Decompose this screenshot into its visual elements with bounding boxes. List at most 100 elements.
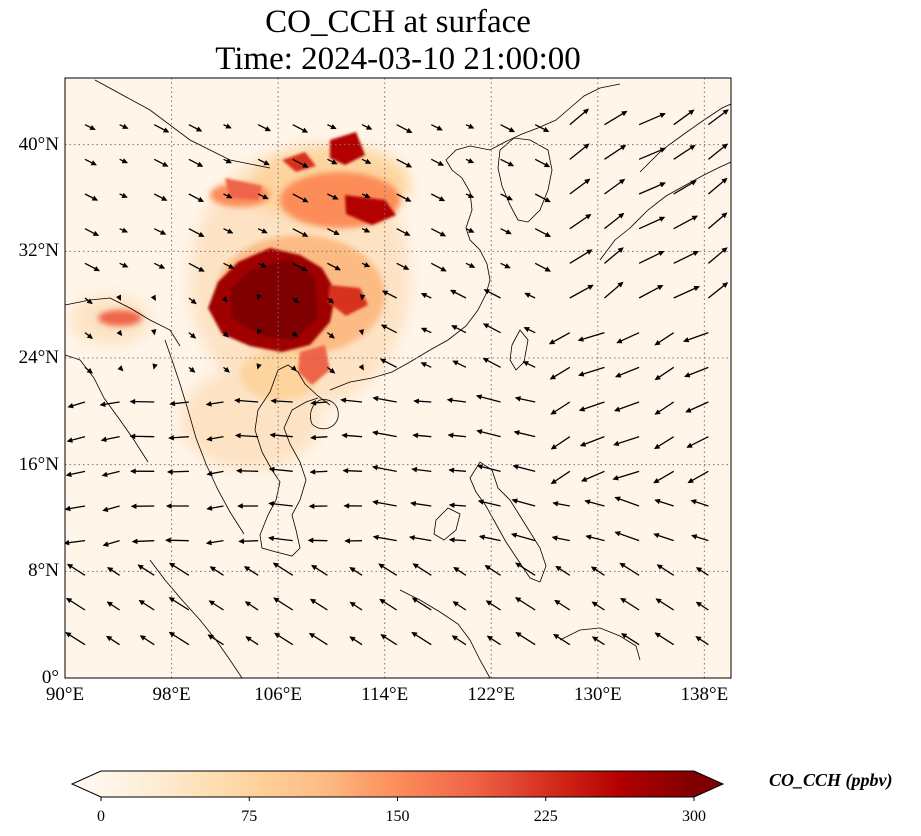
wind-vector-arrow bbox=[150, 294, 156, 301]
wind-vector-arrow bbox=[513, 430, 536, 438]
wind-vector-arrow bbox=[327, 366, 336, 374]
wind-vector-arrow bbox=[654, 401, 675, 415]
wind-vector-arrow bbox=[673, 144, 696, 160]
wind-vector-arrow bbox=[371, 430, 397, 438]
wind-vector-arrow bbox=[452, 601, 467, 611]
wind-vector-arrow bbox=[209, 566, 224, 576]
wind-vector-arrow bbox=[580, 470, 605, 482]
wind-vector-arrow bbox=[552, 501, 570, 507]
lat-tick-label: 32°N bbox=[18, 240, 59, 262]
wind-vector-arrow bbox=[206, 505, 224, 511]
wind-vector-arrow bbox=[188, 124, 203, 132]
lat-tick-label: 24°N bbox=[18, 347, 59, 368]
wind-vector-arrow bbox=[270, 398, 293, 404]
wind-vector-arrow bbox=[619, 562, 640, 576]
wind-vector-arrow bbox=[654, 332, 675, 346]
wind-vector-arrow bbox=[653, 470, 675, 484]
wind-vector-arrow bbox=[256, 293, 262, 301]
wind-vector-arrow bbox=[534, 158, 551, 168]
wind-vector-arrow bbox=[673, 250, 700, 264]
wind-vector-arrow bbox=[309, 598, 328, 611]
wind-vector-arrow bbox=[119, 262, 129, 268]
wind-vector-arrow bbox=[65, 539, 86, 546]
wind-vector-arrow bbox=[420, 327, 432, 334]
wind-vector-arrow bbox=[238, 538, 259, 544]
wind-vector-arrow bbox=[448, 502, 466, 508]
wind-vector-arrow bbox=[604, 212, 625, 230]
wind-vector-arrow bbox=[105, 635, 120, 646]
wind-vector-arrow bbox=[327, 262, 341, 271]
wind-vector-arrow bbox=[515, 562, 536, 576]
wind-vector-arrow bbox=[292, 262, 308, 272]
wind-vector-arrow bbox=[359, 294, 366, 301]
concentration-field bbox=[70, 132, 410, 470]
wind-vector-arrow bbox=[188, 366, 196, 373]
wind-vector-arrow bbox=[349, 636, 363, 646]
wind-vector-arrow bbox=[361, 124, 373, 130]
wind-vector-arrow bbox=[292, 124, 309, 133]
map-frame bbox=[64, 77, 732, 679]
wind-vector-arrow bbox=[372, 499, 397, 507]
wind-vector-arrow bbox=[485, 600, 501, 611]
wind-vector-arrow bbox=[326, 297, 335, 304]
wind-vector-arrow bbox=[223, 366, 230, 373]
wind-vector-arrow bbox=[569, 249, 593, 264]
wind-vector-arrow bbox=[412, 563, 432, 576]
wind-vector-arrow bbox=[707, 282, 729, 299]
wind-vector-arrow bbox=[188, 158, 204, 167]
map-title: CO_CCH at surface bbox=[265, 4, 531, 40]
wind-vector-arrow bbox=[101, 470, 120, 478]
wind-vector-arrow bbox=[483, 289, 501, 299]
wind-vector-arrow bbox=[310, 434, 328, 441]
wind-vector-arrow bbox=[223, 123, 232, 129]
wind-vector-arrow bbox=[245, 636, 259, 646]
lon-tick-label: 138°E bbox=[680, 684, 729, 705]
wind-vector-arrow bbox=[638, 216, 666, 230]
wind-vector-arrow bbox=[552, 633, 571, 646]
wind-vector-arrow bbox=[326, 332, 335, 339]
wind-vector-arrow bbox=[515, 597, 536, 611]
colorbar-tick-label: 225 bbox=[533, 808, 558, 825]
wind-vector-arrow bbox=[223, 158, 232, 164]
lon-tick-label: 98°E bbox=[152, 684, 191, 705]
colorbar-tick-label: 300 bbox=[682, 808, 706, 825]
wind-vector-arrow bbox=[267, 535, 293, 542]
wind-vector-arrow bbox=[615, 366, 640, 378]
wind-vector-arrow bbox=[342, 467, 363, 474]
wind-vector-arrow bbox=[614, 531, 640, 542]
wind-vector-arrow bbox=[653, 532, 674, 542]
colorbar-tick-label: 75 bbox=[241, 808, 258, 825]
wind-vector-arrow bbox=[327, 158, 338, 165]
wind-vector-arrow bbox=[614, 496, 640, 507]
colorbar-label: CO_CCH (ppbv) bbox=[769, 770, 893, 790]
wind-vectors bbox=[65, 108, 729, 646]
wind-vector-arrow bbox=[188, 193, 205, 202]
wind-vector-arrow bbox=[222, 331, 229, 338]
wind-vector-arrow bbox=[168, 434, 189, 441]
wind-vector-arrow bbox=[292, 228, 309, 237]
wind-vector-arrow bbox=[84, 158, 97, 166]
wind-vector-arrow bbox=[372, 534, 397, 542]
wind-vector-arrow bbox=[396, 193, 412, 202]
wind-vector-arrow bbox=[638, 112, 666, 126]
wind-vector-arrow bbox=[379, 358, 397, 368]
wind-vector-arrow bbox=[451, 635, 467, 646]
wind-vector-arrow bbox=[66, 563, 86, 576]
wind-vector-arrow bbox=[268, 501, 293, 507]
wind-vector-arrow bbox=[223, 228, 234, 234]
wind-vector-arrow bbox=[381, 290, 397, 299]
wind-vector-arrow bbox=[257, 262, 267, 268]
wind-vector-arrow bbox=[130, 503, 155, 509]
wind-vector-arrow bbox=[100, 436, 120, 443]
wind-vector-arrow bbox=[257, 193, 269, 200]
wind-vector-arrow bbox=[448, 537, 466, 543]
wind-vector-arrow bbox=[130, 468, 155, 474]
wind-vector-arrow bbox=[65, 505, 86, 512]
wind-vector-arrow bbox=[137, 564, 155, 576]
wind-vector-arrow bbox=[380, 324, 397, 334]
wind-vector-arrow bbox=[707, 247, 728, 264]
colorbar-tick-label: 0 bbox=[97, 808, 105, 825]
wind-vector-arrow bbox=[169, 400, 189, 407]
wind-vector-arrow bbox=[206, 436, 224, 442]
